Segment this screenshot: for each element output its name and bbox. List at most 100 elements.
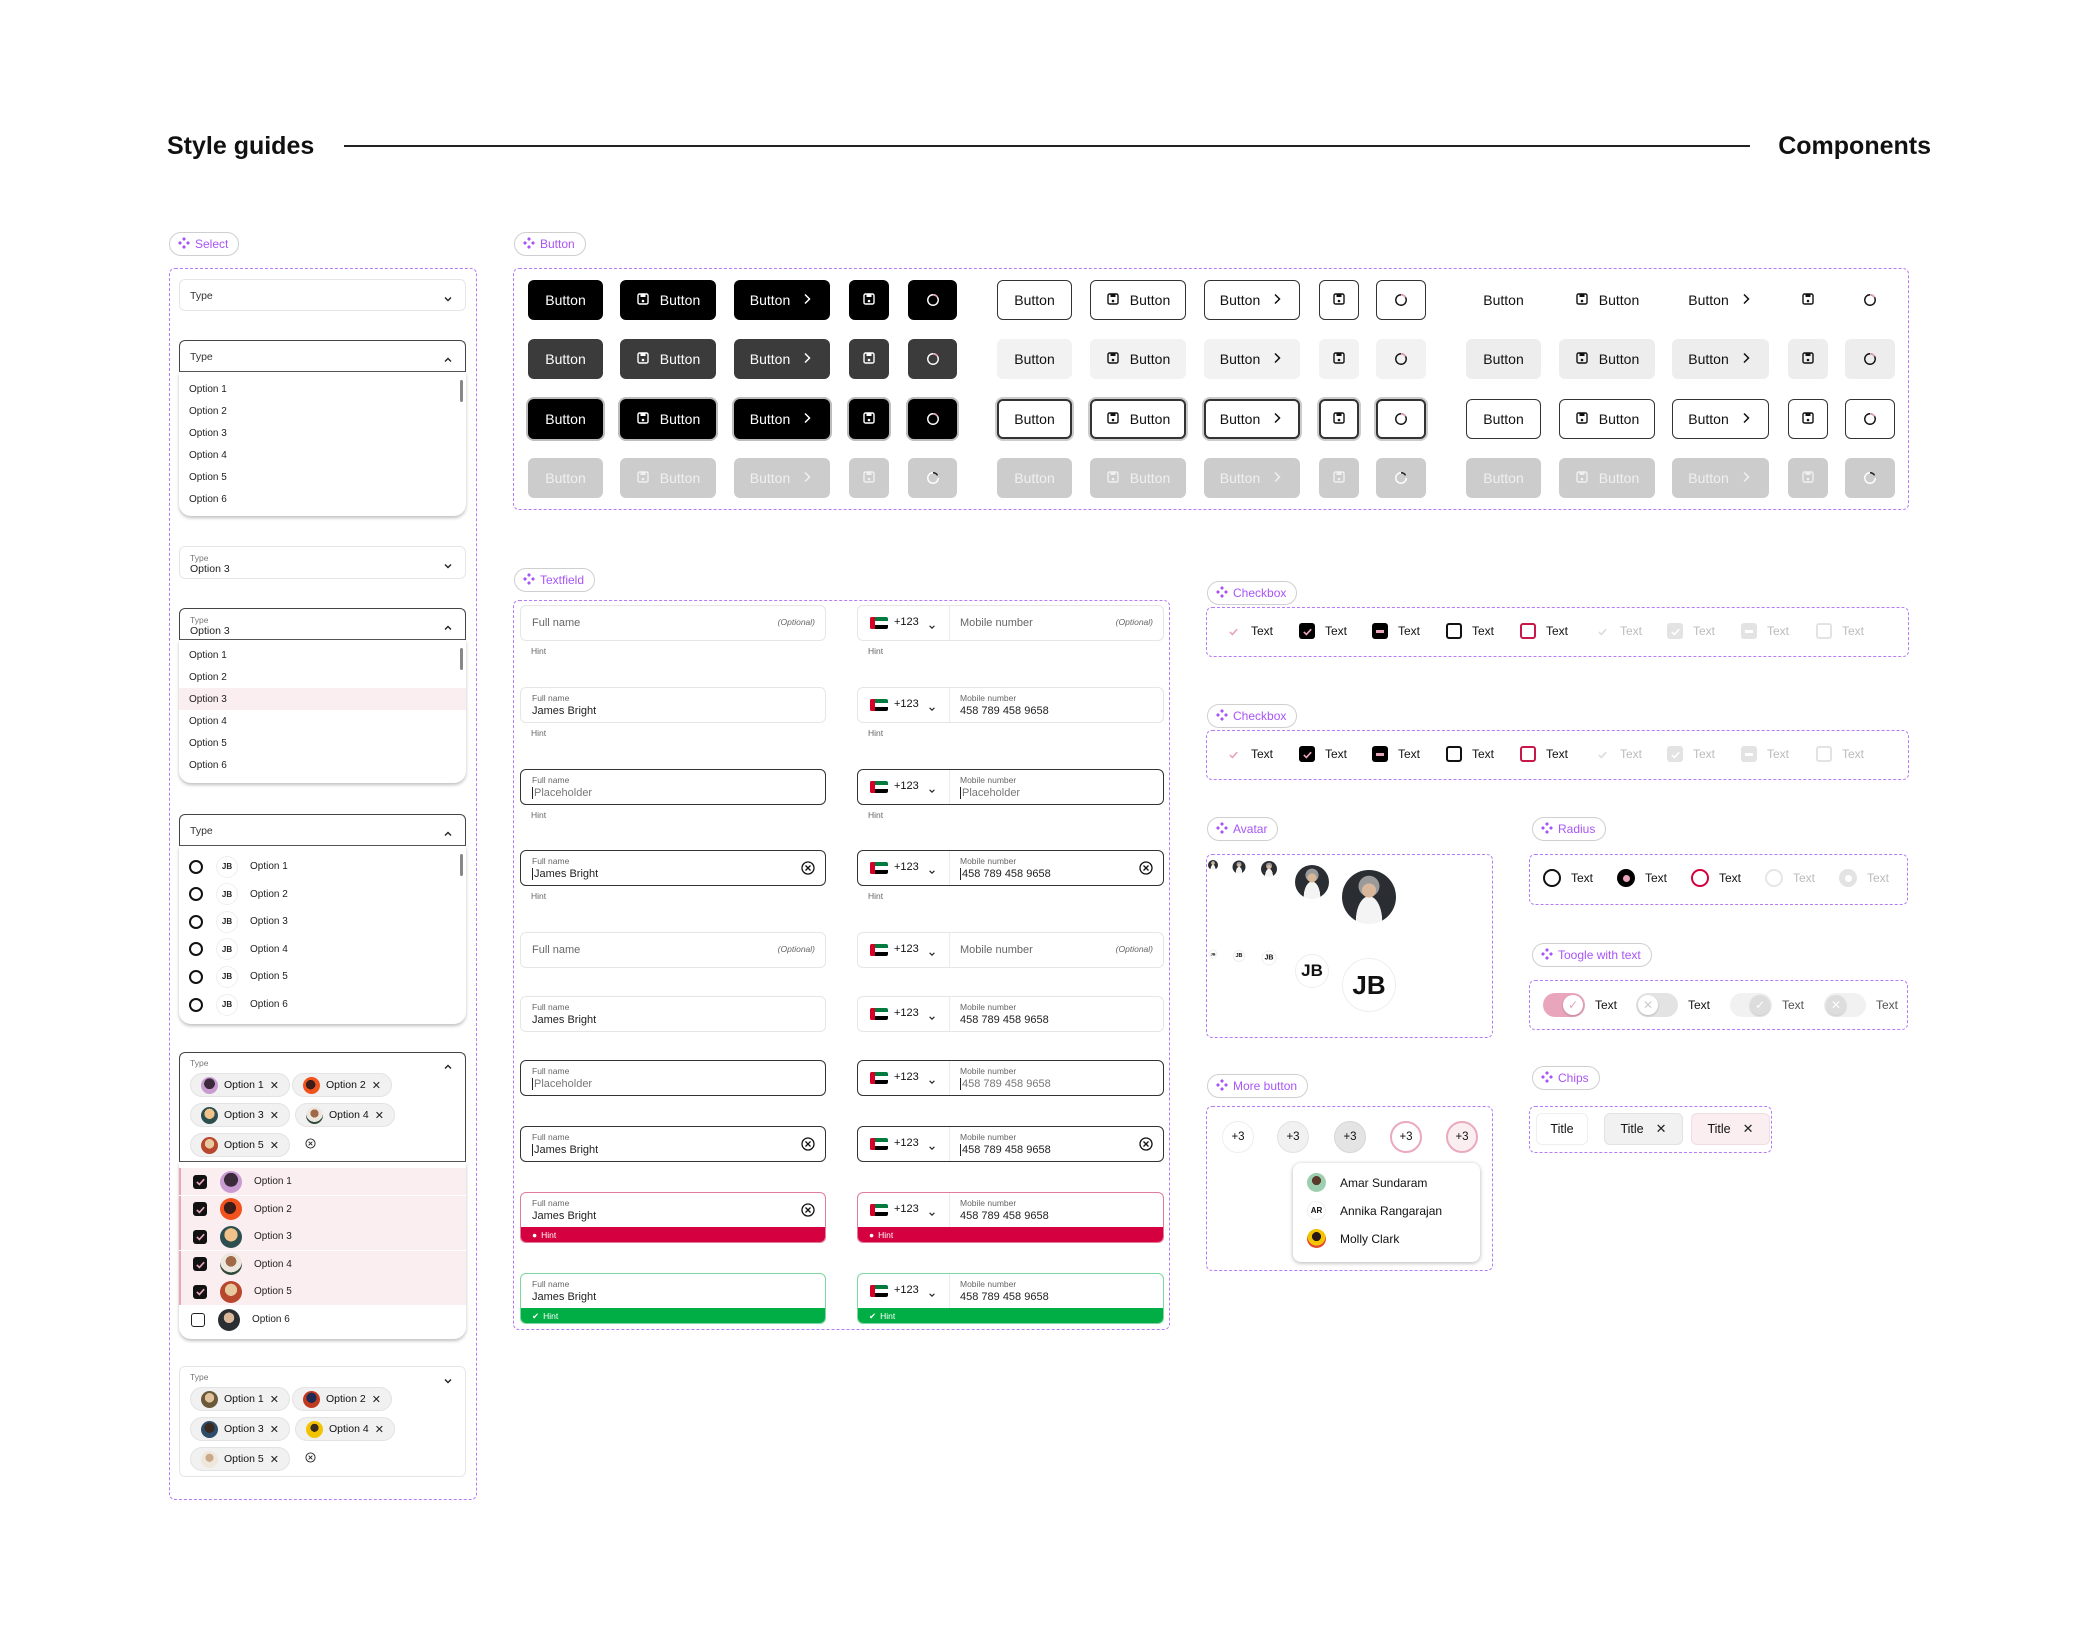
remove-chip-icon[interactable]: ✕: [371, 1393, 381, 1406]
select-open[interactable]: Type: [179, 340, 466, 372]
chevron-button[interactable]: Button: [1672, 399, 1769, 439]
remove-chip-icon[interactable]: ✕: [269, 1139, 279, 1152]
mobile-number-field[interactable]: +123 Mobile number 458 789 458 9658: [857, 850, 1164, 886]
chevron-down-icon[interactable]: [928, 700, 936, 711]
text-button[interactable]: Button: [1466, 399, 1541, 439]
removable-chip[interactable]: Title ✕: [1604, 1113, 1683, 1145]
checkbox-item[interactable]: Text: [1299, 623, 1347, 639]
check-icon[interactable]: [1225, 746, 1241, 762]
toggle-on[interactable]: ✓: [1543, 993, 1585, 1017]
text-button[interactable]: Button: [528, 280, 603, 320]
loading-button[interactable]: [1845, 280, 1895, 320]
checkbox-option[interactable]: Option 6: [179, 1306, 466, 1333]
clear-icon[interactable]: [1139, 1137, 1153, 1154]
select-option-selected[interactable]: Option 3: [179, 688, 466, 710]
text-button[interactable]: Button: [1466, 339, 1541, 379]
save-button[interactable]: [1788, 339, 1828, 379]
text-button[interactable]: Button: [1466, 458, 1541, 498]
chevron-up-icon[interactable]: [443, 352, 453, 362]
mobile-number-field[interactable]: +123 Mobile number 458 789 458 9658: [857, 996, 1164, 1032]
chevron-button[interactable]: Button: [1672, 280, 1769, 320]
radio-icon[interactable]: [189, 914, 203, 929]
chevron-up-icon[interactable]: [443, 620, 453, 630]
chevron-down-icon[interactable]: [928, 1139, 936, 1150]
country-code[interactable]: +123: [894, 1284, 919, 1296]
save-button[interactable]: [1319, 399, 1359, 439]
removable-chip[interactable]: Title ✕: [1691, 1113, 1770, 1145]
radio-option[interactable]: JB Option 3: [179, 908, 466, 935]
loading-button[interactable]: [1376, 399, 1426, 439]
save-icon-button[interactable]: Button: [1559, 280, 1655, 320]
more-button[interactable]: +3: [1277, 1121, 1309, 1153]
person-item[interactable]: Molly Clark: [1307, 1229, 1399, 1248]
chevron-down-icon[interactable]: [928, 618, 936, 629]
save-button[interactable]: [849, 339, 889, 379]
save-button[interactable]: [1319, 458, 1359, 498]
full-name-field[interactable]: Full name James Bright ✔ Hint: [520, 1273, 826, 1324]
person-item[interactable]: Amar Sundaram: [1307, 1173, 1427, 1192]
more-button[interactable]: +3: [1334, 1121, 1366, 1153]
save-icon-button[interactable]: Button: [1090, 399, 1186, 439]
chevron-button[interactable]: Button: [734, 399, 830, 439]
save-button[interactable]: [849, 458, 889, 498]
chevron-button[interactable]: Button: [734, 280, 830, 320]
selected-chip[interactable]: Option 4 ✕: [295, 1103, 395, 1127]
radio-option[interactable]: JB Option 2: [179, 881, 466, 908]
loading-button[interactable]: [908, 280, 957, 320]
checkbox-item[interactable]: Text: [1372, 746, 1420, 762]
save-icon-button[interactable]: Button: [620, 399, 716, 439]
select-option[interactable]: Option 2: [189, 405, 227, 417]
checkbox-checked-icon[interactable]: [193, 1174, 207, 1189]
clear-all-icon[interactable]: [305, 1451, 316, 1466]
select-option[interactable]: Option 2: [189, 671, 227, 683]
checkbox-item[interactable]: Text: [1446, 746, 1494, 762]
clear-all-icon[interactable]: [305, 1137, 316, 1152]
more-button[interactable]: +3: [1390, 1121, 1422, 1153]
chip[interactable]: Title: [1536, 1113, 1588, 1145]
remove-chip-icon[interactable]: ✕: [371, 1079, 381, 1092]
country-code[interactable]: +123: [894, 1071, 919, 1083]
radio-item[interactable]: Text: [1543, 869, 1593, 887]
text-button[interactable]: Button: [528, 458, 603, 498]
checkbox-error-icon[interactable]: [1520, 746, 1536, 762]
country-code[interactable]: +123: [894, 861, 919, 873]
remove-chip-icon[interactable]: ✕: [269, 1079, 279, 1092]
select-option[interactable]: Option 3: [189, 427, 227, 439]
select-closed[interactable]: Type: [179, 279, 466, 311]
toggle-off[interactable]: ✕: [1824, 993, 1866, 1017]
loading-button[interactable]: [1376, 280, 1426, 320]
clear-icon[interactable]: [801, 1203, 815, 1220]
checkbox-option[interactable]: Option 2: [179, 1195, 466, 1223]
checkbox-checked-icon[interactable]: [193, 1202, 207, 1217]
chevron-down-icon[interactable]: [928, 782, 936, 793]
loading-button[interactable]: [908, 339, 957, 379]
chevron-down-icon[interactable]: [928, 945, 936, 956]
remove-chip-icon[interactable]: ✕: [374, 1423, 384, 1436]
loading-button[interactable]: [1845, 399, 1895, 439]
radio-item[interactable]: Text: [1617, 869, 1667, 887]
chevron-button[interactable]: Button: [1204, 280, 1300, 320]
loading-button[interactable]: [908, 399, 957, 439]
checkbox-unchecked-icon[interactable]: [1446, 623, 1462, 639]
save-icon-button[interactable]: Button: [1559, 399, 1655, 439]
text-button[interactable]: Button: [997, 280, 1072, 320]
save-button[interactable]: [1319, 280, 1359, 320]
multi-select-closed[interactable]: Type Option 1 ✕ Option 2 ✕ Option 3 ✕ Option 4 ✕…: [179, 1366, 466, 1477]
checkbox-item[interactable]: Text: [1372, 623, 1420, 639]
radio-icon[interactable]: [1543, 869, 1561, 887]
chevron-down-icon[interactable]: [443, 558, 453, 569]
chevron-button[interactable]: Button: [1204, 339, 1300, 379]
select-option[interactable]: Option 5: [189, 471, 227, 483]
full-name-field[interactable]: Full name James Bright ● Hint: [520, 1192, 826, 1243]
country-code[interactable]: +123: [894, 780, 919, 792]
mobile-number-field[interactable]: +123 Mobile number 458 789 458 9658: [857, 687, 1164, 723]
chevron-button[interactable]: Button: [734, 458, 830, 498]
checkbox-unchecked-icon[interactable]: [1446, 746, 1462, 762]
country-code[interactable]: +123: [894, 943, 919, 955]
radio-option[interactable]: JB Option 5: [179, 963, 466, 990]
checkbox-unchecked-icon[interactable]: [191, 1312, 205, 1327]
remove-chip-icon[interactable]: ✕: [269, 1393, 279, 1406]
chevron-up-icon[interactable]: [443, 826, 453, 836]
select-open-with-value[interactable]: Type Option 3: [179, 608, 466, 640]
chevron-down-icon[interactable]: [928, 1009, 936, 1020]
